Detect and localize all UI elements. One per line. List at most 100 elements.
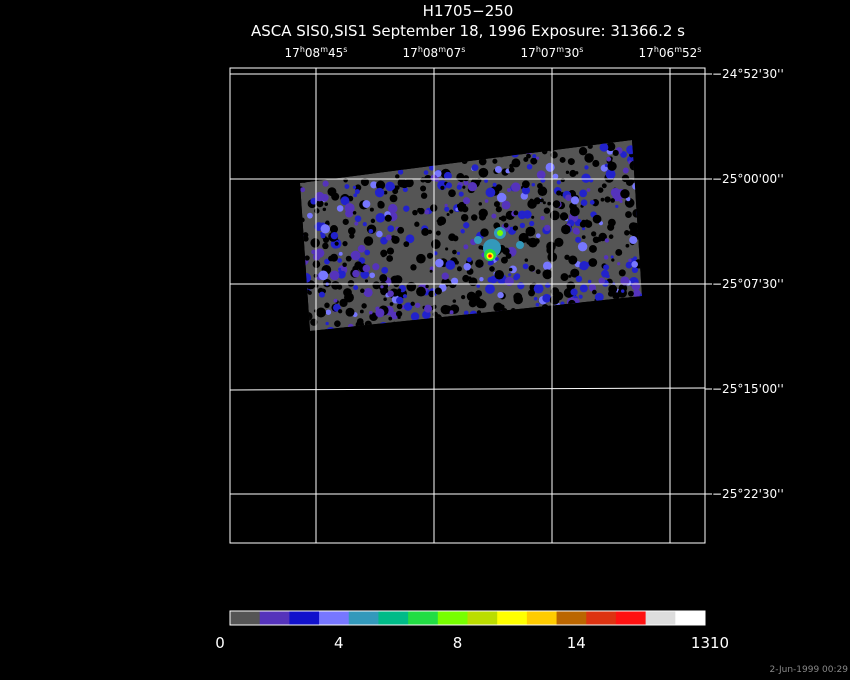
title: H1705−250 — [423, 2, 514, 20]
noise-speck — [454, 260, 459, 265]
subtitle: ASCA SIS0,SIS1 September 18, 1996 Exposu… — [251, 22, 685, 40]
noise-speck — [493, 201, 500, 208]
noise-speck — [575, 275, 583, 283]
noise-speck — [445, 247, 449, 251]
noise-speck — [381, 253, 386, 258]
noise-speck — [353, 285, 359, 291]
noise-speck — [604, 238, 610, 243]
ra-number: 07 — [541, 46, 556, 60]
noise-speck — [511, 182, 521, 192]
noise-speck — [380, 236, 388, 245]
noise-speck — [444, 206, 450, 212]
noise-speck — [324, 302, 330, 309]
noise-speck — [568, 255, 578, 265]
ra-number: 52 — [682, 46, 697, 60]
noise-speck — [598, 277, 606, 285]
grid-line — [229, 387, 706, 391]
noise-speck — [397, 288, 402, 293]
noise-speck — [397, 169, 404, 175]
ra-label: 17h08m07s — [403, 45, 466, 60]
noise-speck — [347, 227, 356, 235]
ra-number: 07 — [446, 46, 461, 60]
noise-speck — [410, 264, 417, 271]
noise-speck — [463, 310, 469, 316]
colorbar-swatch — [615, 611, 647, 625]
noise-speck — [584, 153, 594, 163]
noise-speck — [492, 182, 497, 187]
noise-speck — [344, 203, 355, 214]
colorbar: 0 4 8 14 1310 — [215, 610, 729, 652]
noise-speck — [604, 196, 611, 203]
noise-speck — [625, 211, 632, 218]
noise-speck — [579, 260, 589, 271]
noise-speck — [410, 312, 420, 321]
noise-speck — [495, 206, 502, 213]
noise-speck — [554, 291, 564, 301]
ra-unit: m — [674, 45, 682, 54]
noise-speck — [397, 178, 407, 188]
noise-speck — [475, 298, 486, 309]
noise-speck — [352, 269, 360, 278]
noise-speck — [354, 189, 360, 195]
noise-speck — [523, 210, 532, 219]
noise-speck — [632, 289, 641, 298]
noise-speck — [463, 244, 469, 250]
noise-speck — [589, 244, 597, 253]
noise-speck — [368, 310, 373, 315]
noise-speck — [615, 204, 619, 208]
noise-speck — [536, 170, 546, 180]
colorbar-swatch — [289, 611, 320, 625]
colorbar-swatch — [645, 611, 676, 625]
noise-speck — [519, 222, 526, 229]
noise-speck — [559, 156, 566, 163]
dec-label: −25°22'30'' — [712, 487, 784, 501]
noise-speck — [632, 256, 638, 261]
noise-speck — [383, 297, 387, 302]
noise-speck — [424, 209, 430, 215]
ra-label: 17h08m45s — [285, 45, 348, 60]
noise-speck — [517, 282, 525, 290]
noise-speck — [475, 290, 483, 298]
colorbar-swatch — [526, 611, 558, 625]
noise-speck — [388, 316, 393, 321]
noise-speck — [542, 201, 546, 205]
noise-speck — [425, 284, 429, 289]
noise-speck — [434, 170, 442, 178]
noise-speck — [403, 205, 410, 212]
noise-speck — [484, 179, 488, 183]
noise-speck — [333, 298, 338, 303]
noise-speck — [617, 262, 621, 266]
noise-speck — [363, 287, 373, 298]
noise-speck — [491, 213, 497, 219]
noise-speck — [533, 296, 538, 301]
ra-unit: m — [556, 45, 564, 54]
noise-speck — [379, 274, 388, 283]
dec-label: −25°15'00'' — [712, 382, 784, 396]
noise-speck — [612, 149, 619, 157]
noise-speck — [344, 184, 350, 189]
noise-speck — [432, 311, 438, 317]
noise-speck — [389, 194, 398, 203]
noise-speck — [458, 191, 464, 197]
noise-speck — [625, 178, 634, 186]
ra-unit: s — [343, 45, 347, 54]
noise-speck — [410, 301, 415, 306]
noise-speck — [389, 302, 394, 306]
noise-speck — [375, 308, 385, 318]
noise-speck — [430, 239, 441, 250]
noise-speck — [369, 272, 376, 279]
noise-speck — [377, 201, 385, 209]
noise-speck — [496, 192, 507, 203]
noise-speck — [508, 267, 513, 272]
noise-speck — [468, 277, 478, 287]
noise-speck — [364, 249, 371, 256]
noise-speck — [610, 255, 614, 259]
noise-speck — [342, 262, 347, 268]
noise-speck — [341, 267, 345, 271]
noise-speck — [316, 199, 324, 208]
noise-speck — [404, 178, 414, 188]
noise-speck — [345, 307, 355, 317]
noise-speck — [449, 310, 454, 315]
noise-speck — [544, 224, 551, 232]
noise-speck — [556, 190, 562, 196]
